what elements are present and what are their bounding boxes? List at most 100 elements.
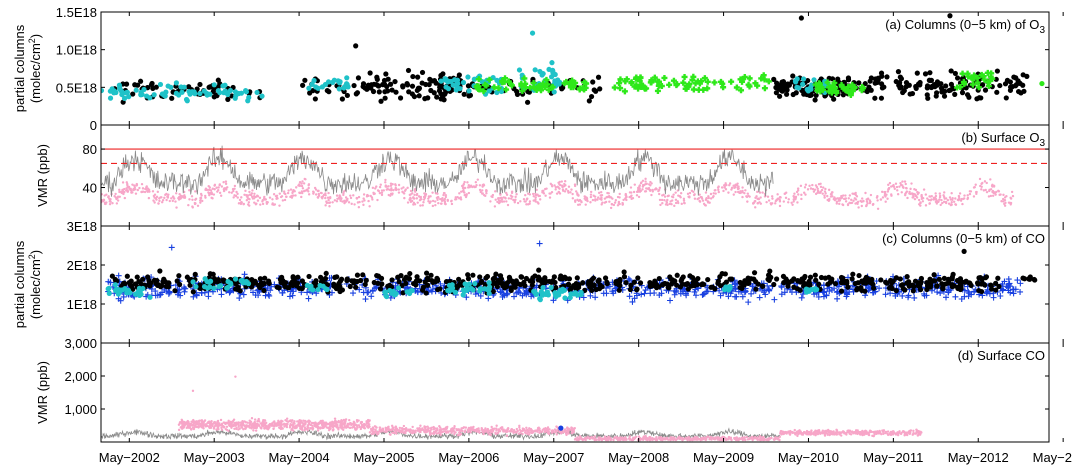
data-point-c-black [493, 271, 499, 277]
data-point-a-black [1020, 72, 1026, 78]
data-point-b-pink [376, 198, 379, 202]
data-point-b-pink [156, 190, 160, 194]
data-point-b-pink [952, 200, 956, 204]
data-point-d-pink [270, 423, 273, 426]
data-point-a-black [586, 98, 592, 104]
data-point-c-blue [771, 296, 778, 303]
data-point-b-pink [302, 182, 306, 185]
data-point-b-pink [431, 191, 434, 194]
data-point-a-green [829, 82, 836, 89]
data-point-a-black [382, 81, 388, 88]
data-point-a-black [994, 89, 1000, 95]
data-point-a-cyan [322, 81, 329, 88]
data-point-a-black [881, 84, 887, 90]
data-point-b-pink [727, 191, 730, 194]
data-point-c-blue [934, 289, 941, 296]
data-point-c-black [667, 274, 673, 280]
data-point-a-black [410, 73, 416, 80]
data-point-a-black [597, 86, 603, 92]
data-point-b-pink [147, 188, 151, 191]
data-point-b-pink [224, 180, 228, 183]
data-point-b-pink [806, 188, 810, 191]
data-point-a-black [840, 92, 846, 98]
data-point-c-black [220, 277, 226, 283]
data-point-b-pink [890, 193, 893, 196]
data-point-b-pink [911, 193, 914, 196]
data-point-d-pink [334, 424, 337, 428]
data-point-a-green [761, 85, 768, 92]
data-point-a-cyan [794, 84, 800, 90]
data-point-c-blue [519, 292, 526, 299]
data-point-a-green [975, 84, 982, 91]
data-point-b-pink [794, 198, 797, 201]
data-point-c-cyan [812, 286, 818, 292]
y-tick-label: 1.0E18 [56, 43, 97, 58]
data-point-b-pink [118, 190, 121, 194]
data-point-b-pink [114, 192, 117, 196]
data-point-b-pink [236, 192, 239, 196]
data-point-d-pink [368, 419, 371, 422]
data-point-c-black [870, 285, 877, 291]
data-point-b-pink [924, 193, 928, 196]
data-point-d-pink [278, 420, 281, 424]
data-point-a-black [378, 98, 384, 104]
data-point-b-pink [276, 197, 279, 200]
data-point-b-pink [912, 196, 915, 199]
data-point-b-pink [172, 195, 175, 199]
data-point-d-pink [346, 423, 350, 426]
data-point-c-black [936, 276, 942, 282]
panel-title-a: (a) Columns (0−5 km) of O3 [885, 17, 1045, 36]
data-point-b-pink [219, 194, 223, 197]
data-point-b-pink [127, 185, 131, 189]
data-point-b-pink [380, 189, 384, 192]
data-point-c-blue [815, 293, 822, 300]
data-point-c-black [949, 276, 955, 282]
data-point-c-black [852, 280, 858, 287]
data-point-b-pink [494, 190, 497, 193]
data-point-b-pink [171, 199, 174, 203]
data-point-b-pink [896, 189, 899, 192]
data-point-b-pink [538, 194, 541, 198]
data-point-b-pink [571, 192, 574, 196]
data-point-a-black [793, 90, 799, 96]
data-point-c-blue [523, 291, 530, 298]
data-point-c-blue [240, 291, 247, 298]
data-point-a-black [169, 95, 175, 101]
data-point-a-cyan [221, 90, 227, 96]
data-point-b-pink [446, 199, 450, 203]
data-point-a-cyan [494, 89, 500, 96]
data-point-b-pink [909, 192, 912, 196]
data-point-c-black [538, 277, 544, 283]
data-point-c-blue [550, 297, 557, 304]
data-point-b-pink [608, 200, 611, 203]
data-point-c-blue [1007, 289, 1014, 296]
data-point-a-black [416, 86, 422, 92]
data-point-b-pink [298, 184, 302, 188]
data-point-b-pink [115, 197, 118, 201]
data-point-d-pink [244, 427, 247, 430]
data-point-c-black [722, 271, 728, 277]
data-point-b-pink [493, 205, 497, 208]
data-point-c-blue [1010, 290, 1017, 297]
data-point-c-black [983, 275, 989, 281]
data-point-b-pink [208, 188, 211, 192]
data-point-c-black [665, 284, 671, 290]
data-point-b-pink [209, 191, 213, 195]
data-point-b-pink [390, 188, 393, 192]
data-point-b-pink [1007, 201, 1011, 204]
data-point-b-pink [804, 183, 808, 186]
data-point-b-pink [644, 190, 648, 193]
data-point-b-pink [658, 198, 662, 202]
data-point-b-pink [204, 194, 207, 198]
data-point-b-pink [869, 193, 873, 197]
data-point-b-pink [676, 189, 680, 192]
data-point-c-black [331, 283, 337, 289]
data-point-b-pink [160, 201, 164, 204]
data-point-b-pink [380, 193, 384, 197]
data-point-b-pink [461, 186, 465, 190]
data-point-a-green [738, 87, 745, 94]
data-point-a-green [704, 85, 711, 92]
data-point-b-pink [1002, 200, 1005, 203]
data-point-b-pink [828, 197, 831, 201]
